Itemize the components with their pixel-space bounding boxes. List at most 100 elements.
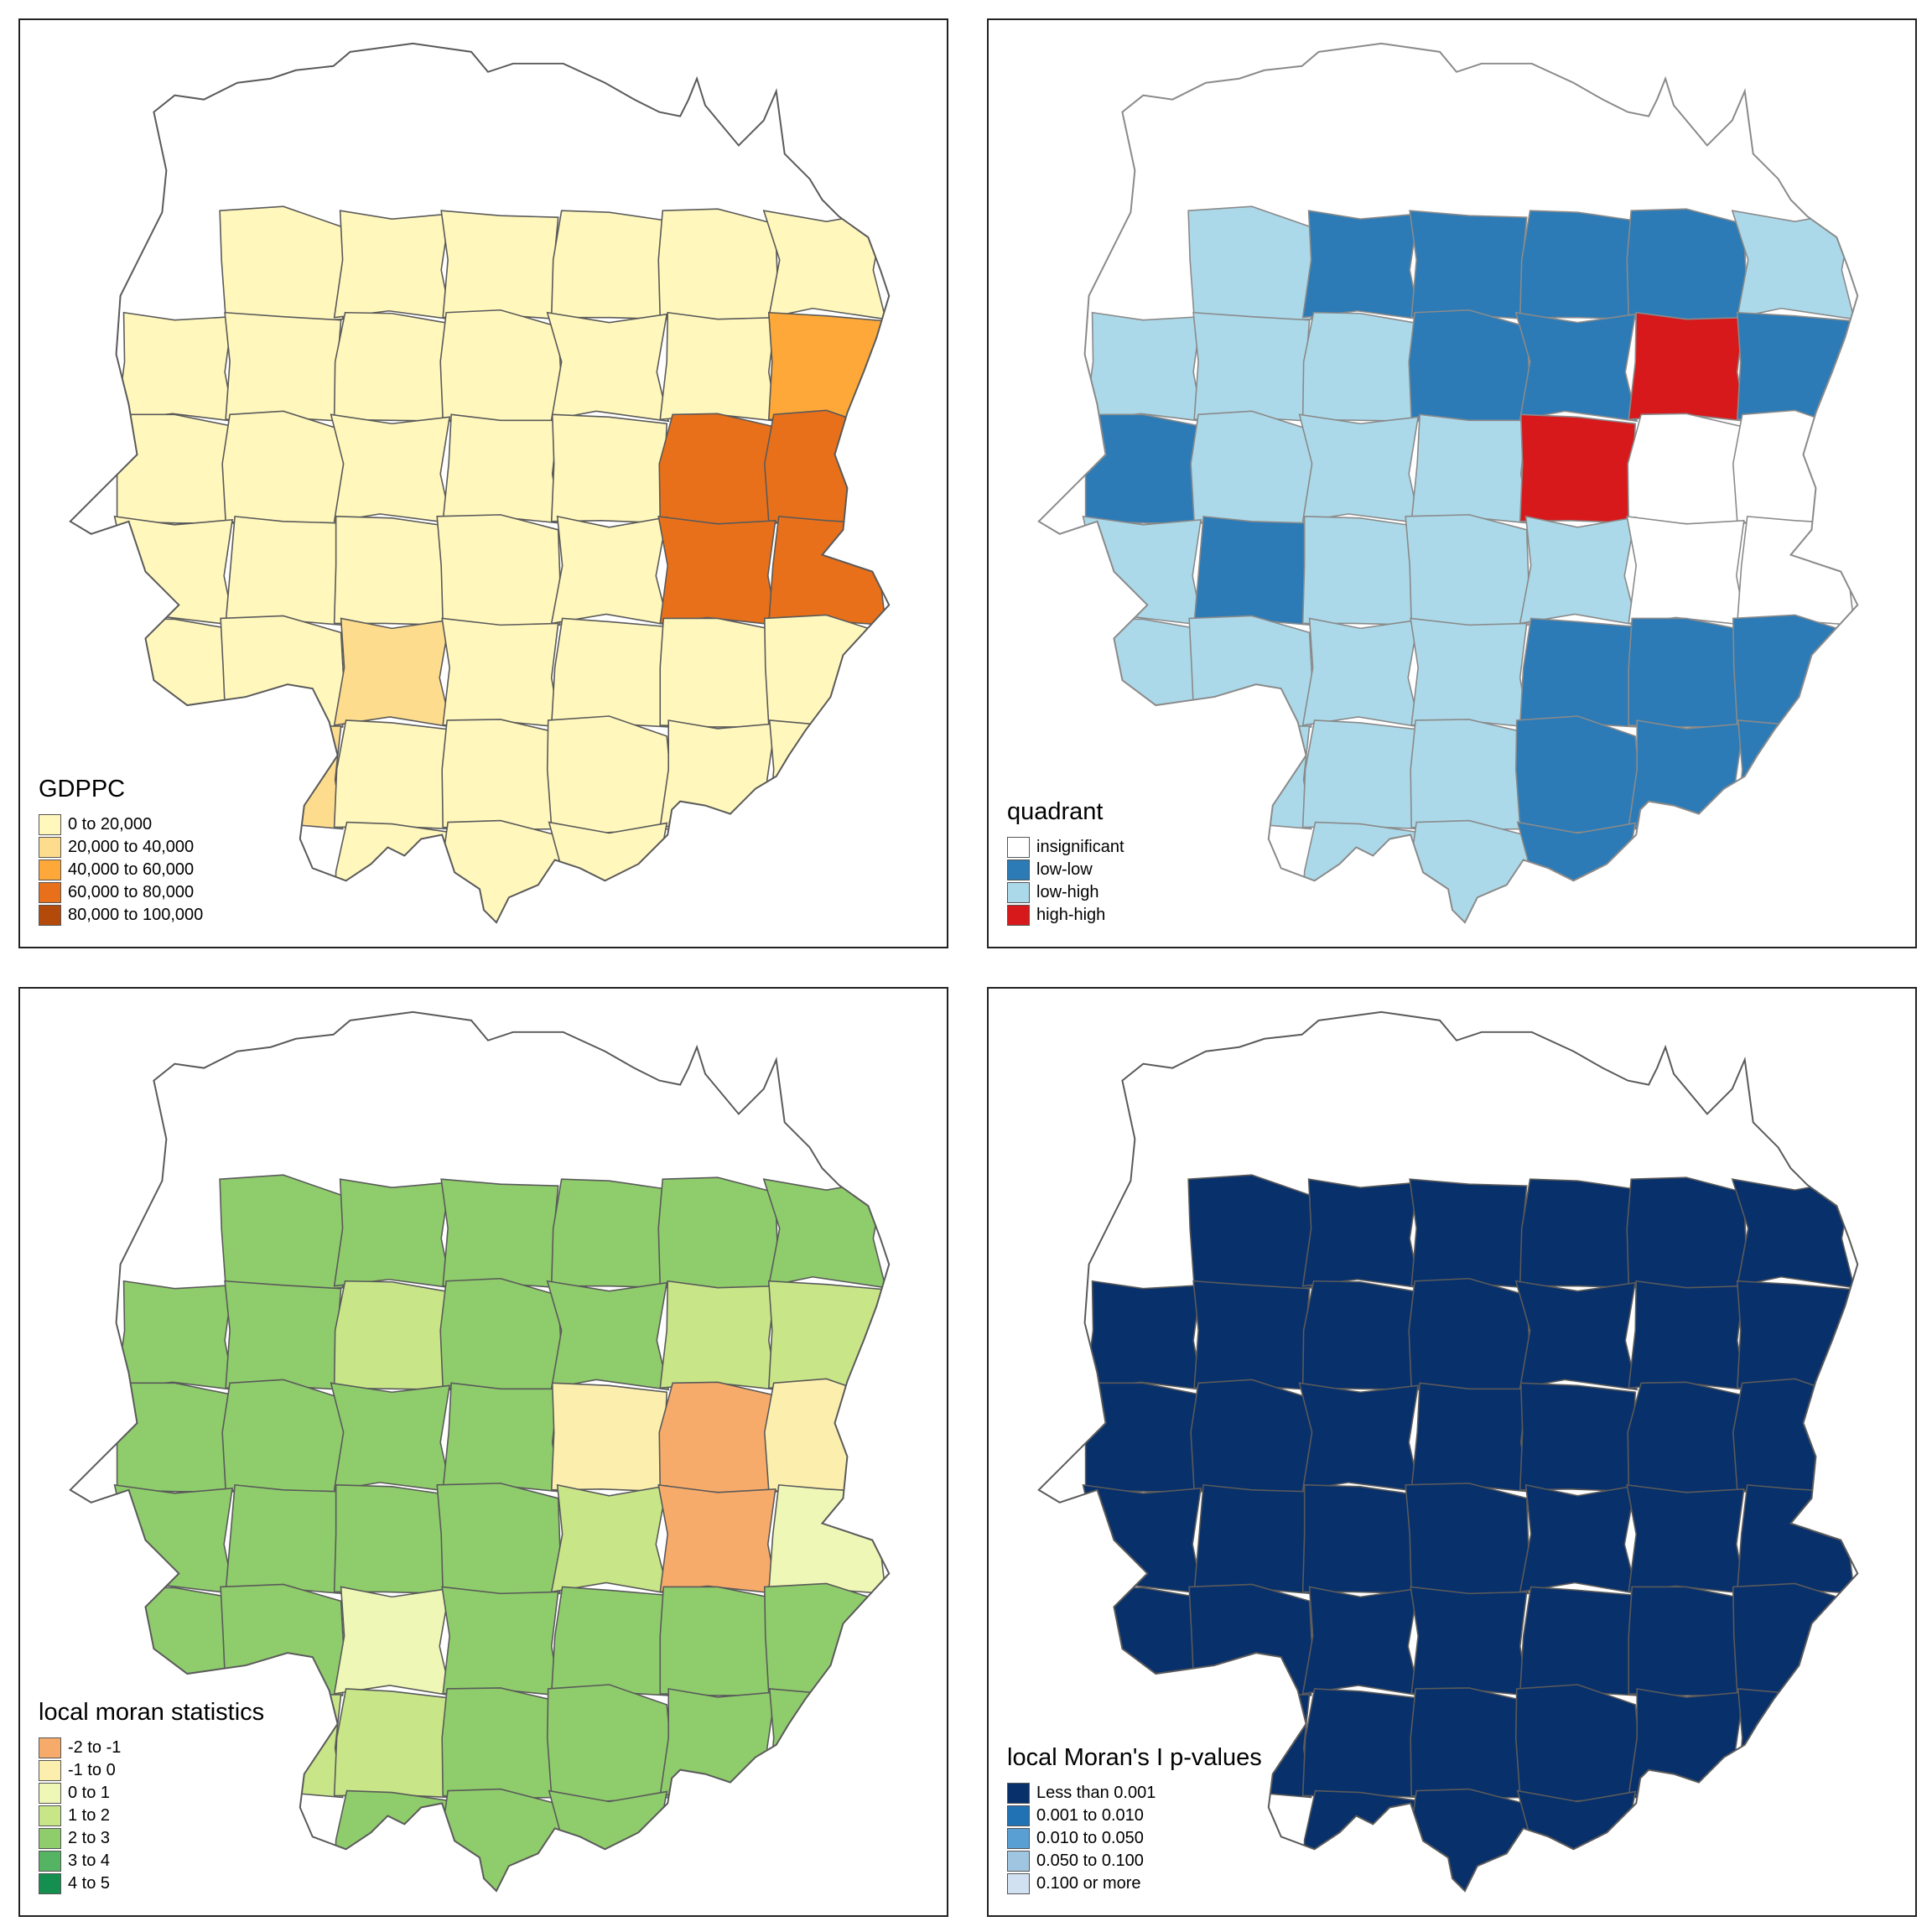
legend-swatch [39, 1783, 61, 1804]
county-region [1626, 1483, 1747, 1595]
county-region [767, 311, 887, 423]
county-region [1519, 515, 1639, 626]
gdppc-map-panel: GDPPC 0 to 20,000 20,000 to 40,000 40,000 … [18, 18, 948, 948]
county-region [763, 1582, 889, 1700]
county-region [116, 617, 235, 728]
county-region [659, 311, 778, 423]
county-region [1514, 311, 1639, 423]
county-region [1408, 309, 1530, 425]
legend-swatch [1007, 1873, 1030, 1894]
county-region [550, 210, 670, 320]
quadrant-legend: quadrant insignificant low-low low-high hig… [1007, 798, 1124, 927]
county-region [546, 1280, 670, 1391]
legend-label: 80,000 to 100,000 [68, 906, 204, 924]
county-region [659, 1586, 778, 1696]
pvalue-map-panel: local Moran's I p-values Less than 0.001… [987, 987, 1917, 1917]
county-region [1519, 1586, 1639, 1696]
legend-title: local moran statistics [39, 1699, 265, 1726]
county-region [550, 515, 670, 626]
county-region [1736, 1280, 1856, 1391]
county-region [1519, 1178, 1639, 1289]
legend-label: 20,000 to 40,000 [68, 838, 195, 856]
county-region [1410, 1382, 1530, 1493]
county-region [333, 311, 452, 423]
county-region [546, 1684, 672, 1803]
legend-label: 2 to 3 [68, 1829, 111, 1847]
county-region [1084, 413, 1203, 524]
province-boundary [1037, 42, 1859, 924]
county-region [1410, 1687, 1530, 1800]
county-region [1514, 1684, 1640, 1803]
county-region [225, 1483, 344, 1595]
county-region [1514, 1280, 1639, 1391]
county-region [1516, 821, 1639, 923]
county-region [1193, 1483, 1312, 1595]
county-region [1409, 1178, 1530, 1289]
county-region [1514, 715, 1640, 834]
legend-swatch [1007, 882, 1030, 903]
legend-swatch [1007, 837, 1030, 858]
legend-label: 0 to 20,000 [68, 815, 153, 834]
legend-title: local Moran's I p-values [1007, 1744, 1262, 1771]
local-moran-legend: local moran statistics -2 to -1 -1 to 0 0 … [39, 1699, 264, 1895]
legend-label: low-low [1036, 860, 1093, 879]
county-region [1193, 515, 1312, 626]
county-region [116, 413, 235, 524]
county-region [1301, 719, 1421, 830]
county-region [1731, 210, 1856, 320]
legend-item: 40,000 to 60,000 [39, 859, 203, 881]
county-region [333, 617, 453, 728]
county-region [1301, 516, 1420, 626]
county-region [1187, 1174, 1315, 1293]
county-region [1084, 1586, 1203, 1696]
legend-item: low-high [1007, 881, 1124, 904]
county-region [1405, 1483, 1530, 1597]
legend-swatch [1007, 1851, 1030, 1872]
legend-label: insignificant [1036, 838, 1124, 856]
county-region [1084, 311, 1204, 423]
county-region [550, 1483, 670, 1595]
county-region [1409, 210, 1530, 320]
county-region [333, 210, 453, 320]
county-region [116, 1280, 236, 1391]
county-region [1519, 1483, 1639, 1595]
county-region [1626, 515, 1747, 626]
county-region [116, 1586, 235, 1696]
legend-label: Less than 0.001 [1036, 1784, 1156, 1802]
county-region [550, 413, 670, 524]
county-region [1732, 409, 1858, 528]
county-region [1626, 1176, 1747, 1291]
local-moran-choropleth [69, 1010, 891, 1893]
county-region [1298, 413, 1421, 524]
legend-swatch [1007, 860, 1030, 880]
legend-swatch [1007, 1805, 1030, 1826]
legend-swatch [39, 814, 61, 835]
province-boundary [69, 42, 891, 924]
county-region [548, 1789, 670, 1892]
county-region [436, 514, 561, 628]
legend-item: -1 to 0 [39, 1759, 264, 1782]
legend-item: 0.001 to 0.010 [1007, 1805, 1262, 1827]
county-region [1519, 413, 1639, 524]
legend-swatch [39, 837, 61, 858]
county-region [439, 309, 562, 425]
legend-item: low-low [1007, 859, 1124, 881]
county-region [657, 1483, 778, 1595]
legend-item: 0.050 to 0.100 [1007, 1850, 1262, 1872]
county-region [1301, 1178, 1421, 1289]
quadrant-map-panel: quadrant insignificant low-low low-high hig… [987, 18, 1917, 948]
county-region [436, 1483, 561, 1597]
legend-item: 20,000 to 40,000 [39, 836, 203, 859]
county-region [767, 719, 887, 830]
legend-item: 80,000 to 100,000 [39, 904, 203, 927]
county-region [1628, 821, 1747, 923]
pvalue-legend: local Moran's I p-values Less than 0.001… [1007, 1744, 1262, 1895]
legend-swatch [1007, 905, 1030, 926]
county-region [546, 311, 670, 423]
county-region [659, 1688, 778, 1799]
county-region [1626, 208, 1747, 322]
county-region [1628, 617, 1747, 728]
county-region [333, 1484, 452, 1595]
county-region [658, 1381, 778, 1493]
county-region [1301, 210, 1421, 320]
